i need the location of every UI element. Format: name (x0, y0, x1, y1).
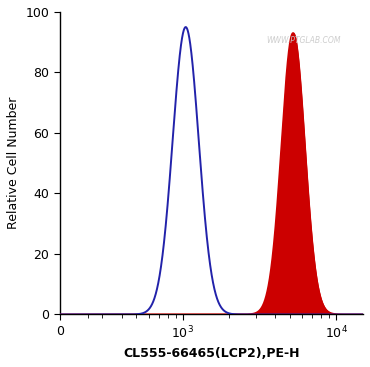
Y-axis label: Relative Cell Number: Relative Cell Number (7, 97, 20, 229)
Text: WWW.PTGLAB.COM: WWW.PTGLAB.COM (266, 36, 340, 45)
X-axis label: CL555-66465(LCP2),PE-H: CL555-66465(LCP2),PE-H (123, 347, 300, 360)
